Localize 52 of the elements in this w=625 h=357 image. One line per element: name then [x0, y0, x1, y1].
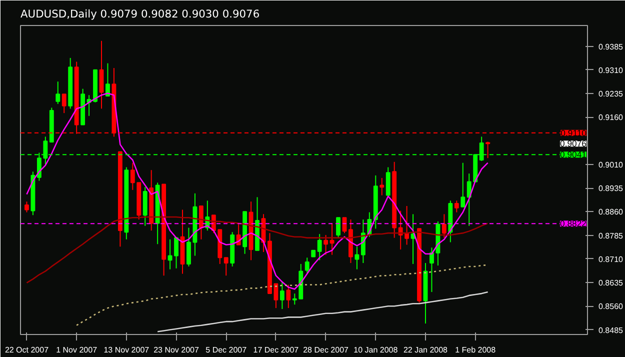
text: 0.9076 [560, 138, 587, 149]
candlestick [324, 234, 328, 256]
x-tick-label: 1 Feb 2008 [455, 346, 496, 354]
y-tick-label: 0.9010 [598, 160, 624, 170]
x-tick-label: 17 Dec 2007 [253, 346, 300, 354]
line-series [76, 264, 488, 326]
x-tick-label: 1 Nov 2007 [56, 346, 98, 354]
candlestick [386, 166, 390, 196]
candlestick [24, 201, 29, 213]
ref-line-label: 0.9110 [560, 128, 587, 138]
ref-line-label: 0.9041 [560, 150, 587, 160]
y-tick-label: 0.8935 [598, 184, 624, 194]
y-tick-label: 0.8785 [598, 231, 624, 240]
ref-line-label: 0.8822 [560, 218, 587, 229]
candlestick [304, 257, 310, 274]
candlestick [106, 62, 110, 97]
y-tick-label: 0.9160 [598, 113, 624, 122]
y-tick-label: 0.8560 [598, 302, 624, 312]
candlestick [224, 257, 228, 276]
x-tick-label: 23 Nov 2007 [154, 346, 200, 354]
candlestick [62, 94, 66, 114]
candlestick [460, 162, 466, 208]
candlestick [292, 293, 297, 306]
y-tick-label: 0.8485 [598, 326, 624, 335]
y-tick-label: 0.9385 [598, 42, 624, 52]
candlestick [330, 222, 334, 256]
x-tick-label: 13 Nov 2007 [104, 346, 150, 354]
y-tick-label: 0.8860 [598, 208, 624, 217]
candlestick [317, 234, 322, 261]
chart-title: AUDUSD,Daily 0.9079 0.9082 0.9030 0.9076 [20, 8, 260, 20]
y-tick-label: 0.8710 [598, 254, 624, 264]
candlestick [56, 81, 60, 104]
y-tick-label: 0.9235 [598, 90, 624, 99]
line-series [156, 291, 488, 332]
candlestick [186, 227, 191, 267]
x-tick-label: 22 Oct 2007 [4, 346, 50, 354]
x-tick-label: 5 Dec 2007 [206, 346, 248, 354]
x-tick-label: 22 Jan 2008 [403, 346, 448, 354]
candlestick [442, 214, 446, 238]
y-tick-label: 0.9310 [598, 66, 624, 75]
candlestick [454, 200, 459, 213]
x-tick-label: 10 Jan 2008 [354, 346, 398, 354]
candlestick [99, 40, 104, 110]
y-tick-label: 0.8635 [598, 278, 624, 288]
x-tick-label: 28 Dec 2007 [303, 346, 350, 354]
candlestick [486, 141, 490, 159]
candlestick [380, 177, 384, 196]
candlestick [280, 281, 284, 310]
candlestick [354, 246, 360, 270]
candlestick [142, 186, 148, 226]
candlestick [336, 217, 340, 238]
candlestick [286, 284, 291, 309]
